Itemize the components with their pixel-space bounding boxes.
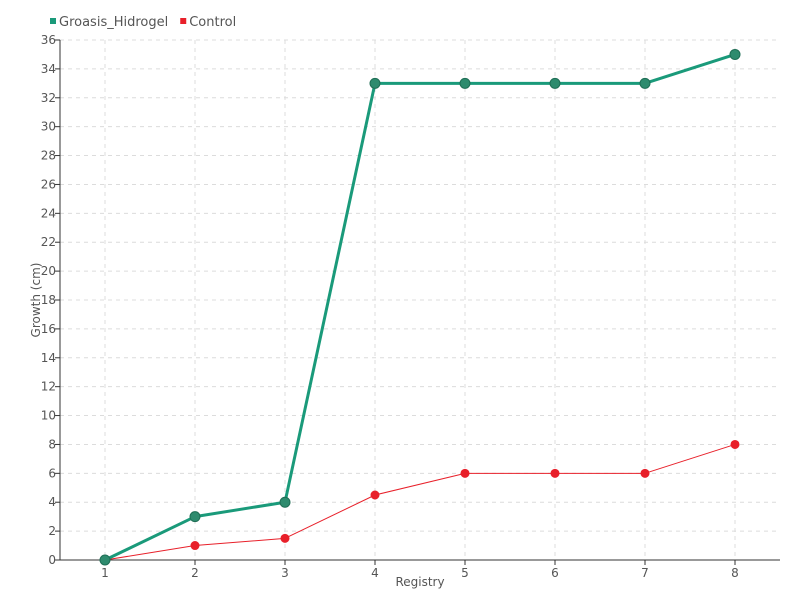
x-tick-label: 5: [461, 566, 469, 580]
y-tick-label: 16: [41, 322, 56, 336]
x-tick-label: 8: [731, 566, 739, 580]
data-point-groasis-hidrogel: [459, 77, 471, 89]
y-tick-label: 20: [41, 264, 56, 278]
y-tick-label: 4: [48, 495, 56, 509]
y-tick-label: 30: [41, 120, 56, 134]
y-tick-label: 18: [41, 293, 56, 307]
y-tick-label: 32: [41, 91, 56, 105]
x-tick-label: 3: [281, 566, 289, 580]
legend-label: Control: [189, 15, 236, 30]
series-line-groasis-hidrogel: [104, 53, 736, 562]
data-point-control: [280, 533, 290, 543]
x-tick-label: 1: [101, 566, 109, 580]
legend: Groasis_Hidrogel Control: [50, 15, 236, 30]
data-point-control: [460, 468, 470, 478]
data-point-control: [190, 541, 200, 551]
y-tick-label: 6: [48, 466, 56, 480]
series-line-control: [104, 443, 736, 561]
data-point-control: [370, 490, 380, 500]
y-tick-label: 28: [41, 149, 56, 163]
x-axis-label: Registry: [395, 575, 444, 589]
y-tick-label: 36: [41, 33, 56, 47]
data-point-groasis-hidrogel: [99, 554, 111, 566]
x-tick-label: 6: [551, 566, 559, 580]
x-tick-label: 7: [641, 566, 649, 580]
legend-swatch: [50, 18, 56, 24]
y-tick-label: 14: [41, 351, 56, 365]
legend-swatch: [180, 18, 187, 24]
series-control: [100, 439, 740, 565]
legend-label: Groasis_Hidrogel: [59, 15, 168, 30]
data-point-groasis-hidrogel: [279, 496, 291, 508]
x-tick-label: 2: [191, 566, 199, 580]
data-point-control: [730, 439, 740, 449]
gridlines: [60, 39, 780, 560]
data-point-groasis-hidrogel: [369, 77, 381, 89]
data-point-groasis-hidrogel: [549, 77, 561, 89]
y-tick-label: 34: [41, 62, 56, 76]
data-point-control: [550, 468, 560, 478]
x-tick-label: 4: [371, 566, 379, 580]
y-tick-label: 24: [41, 206, 56, 220]
series-groasis-hidrogel: [99, 48, 741, 566]
data-point-groasis-hidrogel: [639, 77, 651, 89]
plot-area: [99, 48, 741, 566]
y-tick-label: 22: [41, 235, 56, 249]
y-tick-label: 12: [41, 380, 56, 394]
y-tick-label: 26: [41, 177, 56, 191]
y-tick-label: 8: [48, 437, 56, 451]
data-point-control: [640, 468, 650, 478]
y-tick-label: 10: [41, 409, 56, 423]
y-tick-label: 0: [48, 553, 56, 567]
data-point-groasis-hidrogel: [729, 48, 741, 60]
data-point-groasis-hidrogel: [189, 511, 201, 523]
y-axis-label: Growth (cm): [29, 263, 43, 338]
y-tick-label: 2: [48, 524, 56, 538]
